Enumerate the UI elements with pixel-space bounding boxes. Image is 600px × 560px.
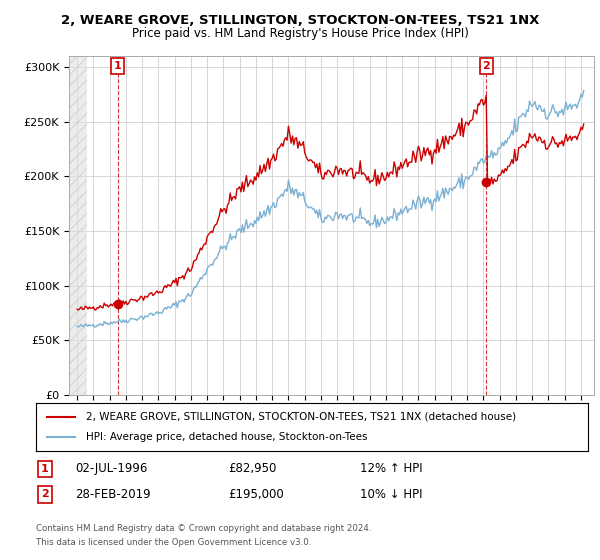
Text: 2, WEARE GROVE, STILLINGTON, STOCKTON-ON-TEES, TS21 1NX (detached house): 2, WEARE GROVE, STILLINGTON, STOCKTON-ON… bbox=[86, 412, 516, 422]
Text: 2: 2 bbox=[41, 489, 49, 500]
Text: This data is licensed under the Open Government Licence v3.0.: This data is licensed under the Open Gov… bbox=[36, 538, 311, 547]
Text: 1: 1 bbox=[114, 61, 122, 71]
Text: £195,000: £195,000 bbox=[228, 488, 284, 501]
Text: 28-FEB-2019: 28-FEB-2019 bbox=[75, 488, 151, 501]
Text: £82,950: £82,950 bbox=[228, 462, 277, 475]
Text: 12% ↑ HPI: 12% ↑ HPI bbox=[360, 462, 422, 475]
Text: 10% ↓ HPI: 10% ↓ HPI bbox=[360, 488, 422, 501]
Bar bbox=[69, 56, 86, 395]
Text: 2: 2 bbox=[482, 61, 490, 71]
Text: 2, WEARE GROVE, STILLINGTON, STOCKTON-ON-TEES, TS21 1NX: 2, WEARE GROVE, STILLINGTON, STOCKTON-ON… bbox=[61, 14, 539, 27]
Text: Contains HM Land Registry data © Crown copyright and database right 2024.: Contains HM Land Registry data © Crown c… bbox=[36, 524, 371, 533]
Text: 1: 1 bbox=[41, 464, 49, 474]
Text: 02-JUL-1996: 02-JUL-1996 bbox=[75, 462, 148, 475]
Text: Price paid vs. HM Land Registry's House Price Index (HPI): Price paid vs. HM Land Registry's House … bbox=[131, 27, 469, 40]
Text: HPI: Average price, detached house, Stockton-on-Tees: HPI: Average price, detached house, Stoc… bbox=[86, 432, 367, 442]
